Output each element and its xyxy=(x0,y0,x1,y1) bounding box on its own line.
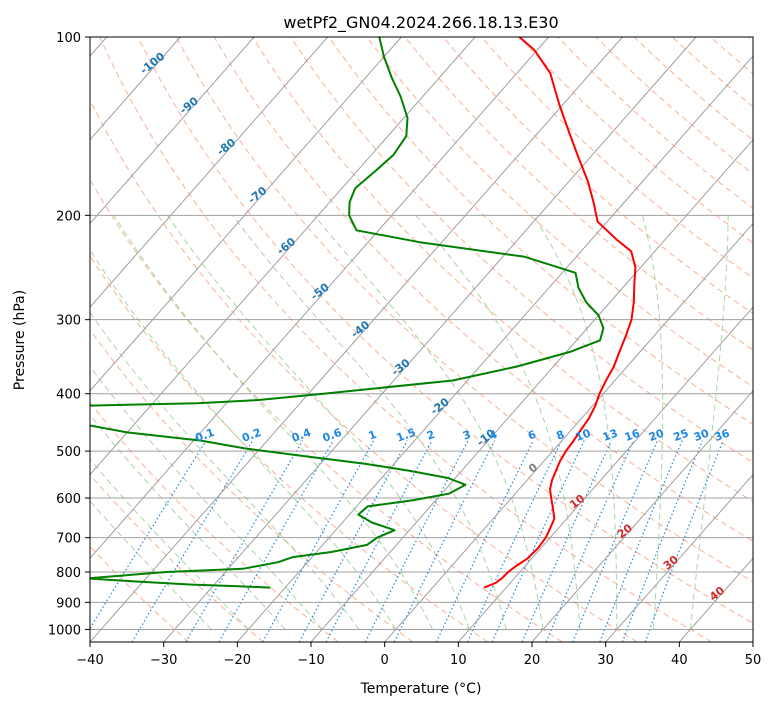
y-tick-label: 800 xyxy=(56,566,81,581)
mixing-ratio-label: 1 xyxy=(367,428,379,443)
mixing-ratio-label: 3 xyxy=(461,428,473,443)
isotherm-line xyxy=(605,473,753,642)
x-axis: −40 −30 −20 −10 0 10 20 30 40 50 xyxy=(76,642,761,668)
mixing-ratio-label: 8 xyxy=(555,428,567,443)
mixing-ratio-label: 6 xyxy=(526,428,538,443)
dry-adiabat-line xyxy=(328,37,753,425)
dry-adiabat-line xyxy=(366,37,753,388)
mixing-ratio-label: 0.4 xyxy=(290,426,313,445)
temperature-line xyxy=(483,37,637,589)
dry-adiabats xyxy=(90,37,753,642)
x-tick-label: 50 xyxy=(745,653,762,668)
x-tick-label: 10 xyxy=(450,653,467,668)
mixing-ratio-label: 4 xyxy=(488,428,500,443)
mixing-ratio-lines xyxy=(90,440,724,642)
mixing-ratio-line xyxy=(298,440,408,642)
x-tick-label: 20 xyxy=(524,653,541,668)
y-axis-label: Pressure (hPa) xyxy=(12,290,28,390)
dry-adiabat-line xyxy=(290,37,753,464)
sounding-series xyxy=(90,37,637,589)
mixing-ratio-label: 0.2 xyxy=(240,426,263,445)
mixing-ratio-label: 2 xyxy=(425,428,437,443)
mixing-ratio-label: 0.6 xyxy=(321,426,344,445)
y-tick-label: 400 xyxy=(56,388,81,403)
mixing-ratio-line xyxy=(572,440,659,642)
y-tick-label: 1000 xyxy=(48,623,81,638)
dry-adiabat-line xyxy=(175,37,753,583)
x-axis-label: Temperature (°C) xyxy=(360,681,482,697)
isotherm-line xyxy=(90,37,329,308)
isotherm-line xyxy=(531,390,753,642)
mixing-ratio-label: 20 xyxy=(647,426,666,444)
x-tick-label: −30 xyxy=(150,653,177,668)
isotherm-line xyxy=(90,37,402,392)
x-tick-label: −20 xyxy=(224,653,251,668)
x-tick-label: −10 xyxy=(297,653,324,668)
dry-adiabat-line xyxy=(251,37,753,503)
y-tick-label: 600 xyxy=(56,492,81,507)
dry-adiabat-line xyxy=(90,473,264,642)
y-tick-label: 100 xyxy=(56,31,81,46)
mixing-ratio-label: 16 xyxy=(623,426,642,444)
mixing-ratio-line xyxy=(131,440,254,642)
mixing-ratio-label: 25 xyxy=(672,427,691,444)
dry-adiabat-line xyxy=(90,178,563,642)
moist-adiabat-line xyxy=(113,215,433,630)
mixing-ratio-label: 10 xyxy=(574,426,593,444)
y-tick-label: 900 xyxy=(56,596,81,611)
y-tick-label: 200 xyxy=(56,209,81,224)
moist-adiabat-line xyxy=(90,248,397,630)
mixing-ratio-line xyxy=(545,440,634,642)
x-tick-label: 30 xyxy=(597,653,614,668)
dewpoint-line xyxy=(90,37,605,589)
x-tick-label: 40 xyxy=(671,653,688,668)
y-tick-label: 300 xyxy=(56,314,81,329)
dry-adiabat-line xyxy=(137,37,753,624)
isotherm-line xyxy=(163,37,697,642)
isotherm-line xyxy=(457,306,753,642)
mixing-ratio-line xyxy=(521,440,612,642)
y-tick-label: 500 xyxy=(56,445,81,460)
y-axis: 100 200 300 400 500 600 700 800 900 1000 xyxy=(48,31,90,638)
isotherm-line xyxy=(310,138,753,642)
x-tick-label: 0 xyxy=(381,653,389,668)
isotherm-line xyxy=(90,37,623,642)
mixing-ratio-labels: 0.1 0.2 0.4 0.6 1 1.5 2 3 4 6 8 10 13 16 20 25 30 36 xyxy=(194,426,732,445)
mixing-ratio-label: 1.5 xyxy=(395,426,418,445)
mixing-ratio-line xyxy=(393,440,496,642)
mixing-ratio-line xyxy=(218,440,334,642)
mixing-ratio-line xyxy=(491,440,585,642)
chart-title: wetPf2_GN04.2024.266.18.13.E30 xyxy=(283,13,558,33)
isotherm-line xyxy=(90,37,550,560)
isotherm-line xyxy=(90,37,181,141)
mixing-ratio-line xyxy=(262,440,375,642)
mixing-ratio-label: 13 xyxy=(601,427,620,444)
dry-adiabat-line xyxy=(90,255,488,642)
mixing-ratio-label: 0.1 xyxy=(194,426,217,445)
isotherm-line xyxy=(90,37,476,476)
dry-adiabat-line xyxy=(90,98,638,642)
isotherm-line xyxy=(90,37,255,225)
mixing-ratio-line xyxy=(90,440,207,630)
moist-adiabat-line xyxy=(90,500,212,630)
isotherm-line xyxy=(384,222,753,642)
mixing-ratio-line xyxy=(185,440,304,642)
dry-adiabat-line xyxy=(99,37,712,642)
isotherms xyxy=(90,37,753,642)
y-tick-label: 700 xyxy=(56,532,81,547)
dry-adiabat-line xyxy=(90,401,339,642)
mixing-ratio-label: 30 xyxy=(692,426,711,444)
x-tick-label: −40 xyxy=(76,653,103,668)
isotherm-line xyxy=(236,55,753,642)
dry-adiabat-line xyxy=(90,545,190,642)
plot-frame xyxy=(89,36,754,643)
mixing-ratio-label: 36 xyxy=(713,426,732,444)
